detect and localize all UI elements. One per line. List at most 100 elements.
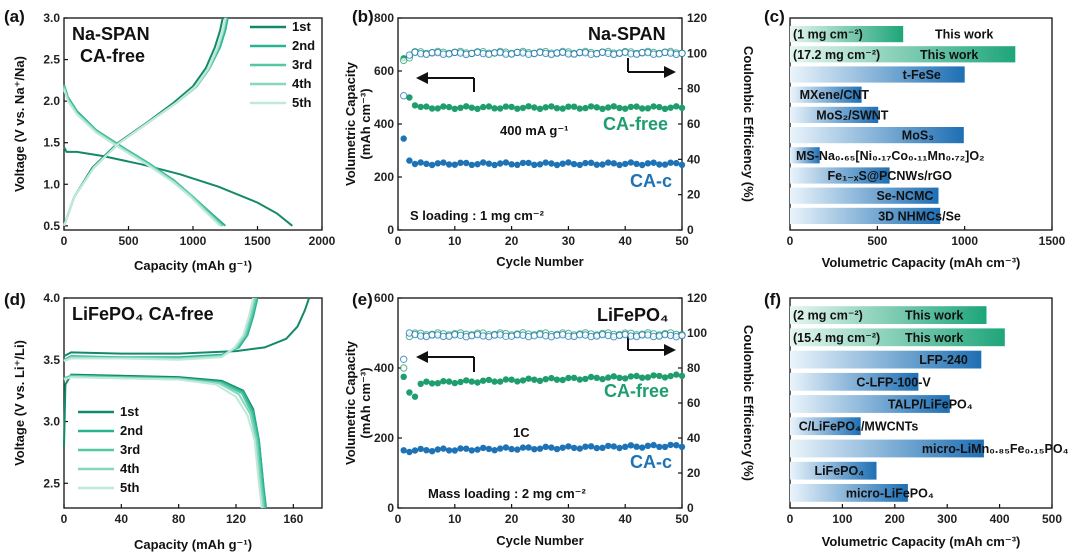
panel-b-left-arrow — [416, 72, 475, 92]
panel-d-frame — [63, 297, 323, 509]
panel-e-point-CA-free — [644, 374, 652, 381]
panel-e-point-CA-free — [508, 376, 515, 383]
panel-d-xtick-label: 160 — [283, 512, 303, 526]
panel-e-y2tick-label: 60 — [687, 396, 701, 410]
panel-b-point-CA-c — [542, 159, 549, 166]
panel-d-curve-3rd-discharge — [63, 374, 266, 509]
panel-f-bar — [790, 484, 908, 502]
panel-b-point-CA-free — [514, 105, 521, 112]
panel-e-point-CA-free — [582, 375, 589, 383]
panel-b-point-CA-free — [463, 103, 470, 110]
panel-b-point-CA-free — [531, 104, 538, 111]
panel-e-point-CA-free — [548, 374, 555, 382]
panel-e-point-CA-free — [428, 380, 436, 387]
panel-e-point-CA-c — [656, 443, 663, 451]
panel-e-point-CA-free — [406, 389, 413, 396]
panel-b-point-CA-free — [553, 105, 561, 112]
panel-d-legend-label: 1st — [120, 404, 139, 419]
panel-b-point-CA-free — [485, 103, 493, 110]
panel-d-xtick-label: 0 — [61, 512, 68, 526]
panel-b-point-CA-free — [570, 103, 578, 110]
panel-b-point-CA-free — [633, 103, 640, 110]
panel-f-bar — [790, 439, 984, 458]
panel-b-point-CA-c — [593, 161, 600, 168]
panel-e-point-CA-free — [639, 374, 646, 381]
panel-b-y2tick-label: 120 — [687, 11, 707, 25]
panel-e-point-CA-free — [457, 378, 464, 386]
panel-e-point-CA-c — [559, 444, 566, 451]
panel-b-point-CA-c — [639, 161, 646, 169]
panel-e-ytick-label: 0 — [387, 501, 394, 515]
panel-b-point-CA-c — [565, 159, 572, 166]
panel-c-bar — [790, 86, 862, 103]
panel-b-ca-c-label: CA-c — [630, 171, 672, 191]
panel-e-point-CA-c — [582, 443, 589, 450]
panel-d-title: LiFePO₄ CA-free — [72, 304, 214, 324]
panel-e-point-CA-c — [667, 441, 674, 449]
panel-d-legend-label: 2nd — [120, 423, 143, 438]
panel-e-point-CA-free — [553, 376, 561, 383]
panel-d-legend-label: 5th — [120, 480, 140, 495]
panel-d-ylabel: Voltage (V vs. Li⁺/Li) — [12, 340, 27, 466]
panel-e-point-CA-c — [565, 443, 572, 450]
panel-e-y2tick-label: 80 — [687, 361, 701, 375]
panel-b-point-CA-c — [451, 161, 458, 168]
panel-e-point-CA-c — [570, 444, 578, 452]
panel-c-label: (c) — [764, 7, 785, 26]
panel-e-left-arrow — [416, 351, 475, 372]
panel-e-y2tick-label: 100 — [687, 326, 707, 340]
panel-b-point-CA-c — [622, 160, 629, 168]
panel-d-legend-label: 4th — [120, 461, 140, 476]
panel-e-point-CA-c — [644, 442, 652, 449]
panel-e-ylabel-line2: (mAh cm⁻³) — [358, 367, 373, 438]
panel-f-bar-label: LFP-240 — [919, 353, 968, 367]
panel-e-point-CA-c — [491, 447, 498, 454]
panel-f-label: (f) — [764, 290, 781, 309]
panel-e-ylabel-line1: Volumetric Capacity — [343, 340, 358, 465]
panel-b-ytick-label: 600 — [374, 64, 394, 78]
panel-b-point-CA-free — [656, 103, 663, 111]
panel-a-ytick-label: 1.0 — [43, 177, 60, 191]
panel-e-point-CA-free — [656, 372, 663, 380]
panel-b-ylabel-line1: Volumetric Capacity — [343, 61, 358, 186]
panel-e-point-CA-c — [440, 445, 447, 452]
panel-b-y2tick-label: 100 — [687, 46, 707, 60]
panel-f-bar — [790, 461, 877, 480]
panel-e-xlabel: Cycle Number — [496, 533, 583, 548]
panel-a-curve-5th-charge — [63, 17, 227, 227]
panel-c-bar-label: MoS₃ — [902, 129, 934, 143]
panel-e-y2tick-label: 120 — [687, 291, 707, 305]
panel-b-xtick-label: 0 — [395, 234, 402, 248]
panel-a-legend-label: 3rd — [292, 57, 312, 72]
panel-b-point-CA-c — [434, 160, 441, 167]
panel-e-point-CA-c — [428, 448, 436, 455]
panel-a-curve-1st-discharge — [63, 146, 293, 227]
panel-b-point-CA-free — [428, 105, 436, 112]
panel-f-bar — [790, 417, 861, 436]
panel-c-bar-label: Fe₁₋ₓS@PCNWs/rGO — [828, 169, 953, 183]
panel-f-bar-label: C/LiFePO₄/MWCNTs — [799, 420, 919, 434]
panel-b-point-CA-c — [497, 160, 504, 167]
panel-b-point-CA-c — [508, 161, 515, 168]
panel-e-rate-annotation: 1C — [513, 425, 530, 440]
panel-a-ytick-label: 1.5 — [43, 136, 60, 150]
panel-e-point-CA-c — [480, 444, 487, 452]
panel-e-point-CA-free — [445, 378, 453, 385]
panel-e-point-CA-free — [531, 376, 538, 383]
panel-b-point-CA-c — [457, 159, 464, 166]
panel-e-point-CA-free — [605, 374, 612, 381]
panel-e-point-CA-c — [497, 445, 504, 452]
panel-e-point-CA-free — [525, 375, 532, 382]
panel-e-point-CA-free — [519, 377, 527, 384]
panel-e-point-CA-free — [474, 379, 481, 386]
panel-b-ytick-label: 400 — [374, 117, 394, 131]
panel-e-point-CA-c — [519, 444, 527, 451]
panel-c-bar — [790, 207, 941, 224]
panel-f-xtick-label: 100 — [832, 512, 852, 526]
panel-b-point-CA-c — [559, 160, 566, 167]
panel-b-ylabel-line2: (mAh cm⁻³) — [358, 88, 373, 159]
panel-e-point-CA-c — [423, 447, 430, 454]
panel-e-point-CA-free — [417, 380, 424, 387]
panel-b-y2tick-label: 80 — [687, 82, 701, 96]
panel-e-point-CA-c — [622, 443, 629, 450]
